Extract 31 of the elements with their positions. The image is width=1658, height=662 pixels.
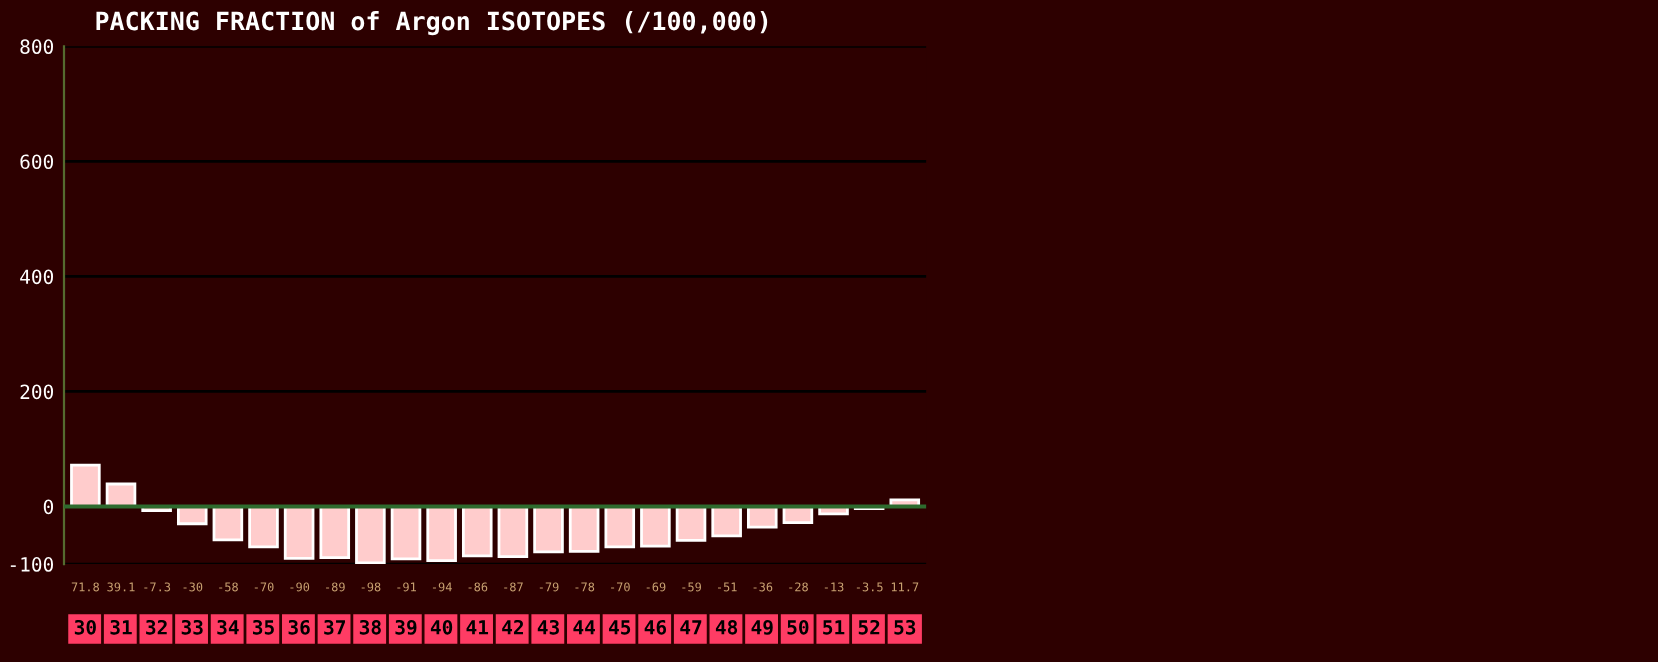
x-tick-label: 37 — [324, 619, 345, 635]
y-tick-label: -100 — [10, 557, 54, 572]
y-tick-label: 0 — [43, 499, 54, 515]
x-tick-label: 36 — [288, 619, 310, 635]
x-tick-label: 45 — [609, 620, 631, 635]
x-tick-label: 52 — [858, 619, 880, 635]
x-tick-label: 32 — [146, 619, 167, 635]
x-tick-label: 44 — [573, 620, 595, 635]
x-tick-label: 46 — [644, 619, 667, 635]
x-tick-label: 51 — [823, 620, 845, 635]
x-tick-label: 53 — [894, 619, 916, 635]
x-tick-label: 33 — [181, 619, 203, 635]
x-tick-label: 35 — [252, 619, 274, 635]
x-tick-label: 43 — [537, 619, 559, 635]
x-tick-label: 31 — [110, 619, 132, 635]
y-tick-label: 600 — [20, 154, 54, 170]
x-tick-label: 34 — [217, 619, 239, 635]
x-tick-label: 39 — [395, 619, 417, 635]
y-tick-label: 400 — [20, 269, 54, 285]
x-tick-label: 47 — [680, 620, 702, 635]
x-tick-label: 30 — [74, 619, 96, 635]
x-tick-label: 38 — [359, 619, 381, 635]
x-tick-label: 40 — [430, 619, 453, 635]
y-tick-label: 200 — [20, 384, 54, 400]
y-tick-label: 800 — [20, 39, 54, 55]
x-tick-label: 48 — [715, 619, 738, 635]
x-tick-label: 41 — [466, 620, 489, 635]
chart-title: PACKING FRACTION of Argon ISOTOPES (/100,000) — [96, 11, 768, 36]
x-tick-label: 49 — [751, 620, 773, 635]
x-tick-label: 50 — [787, 619, 809, 635]
x-tick-label: 42 — [502, 619, 523, 635]
